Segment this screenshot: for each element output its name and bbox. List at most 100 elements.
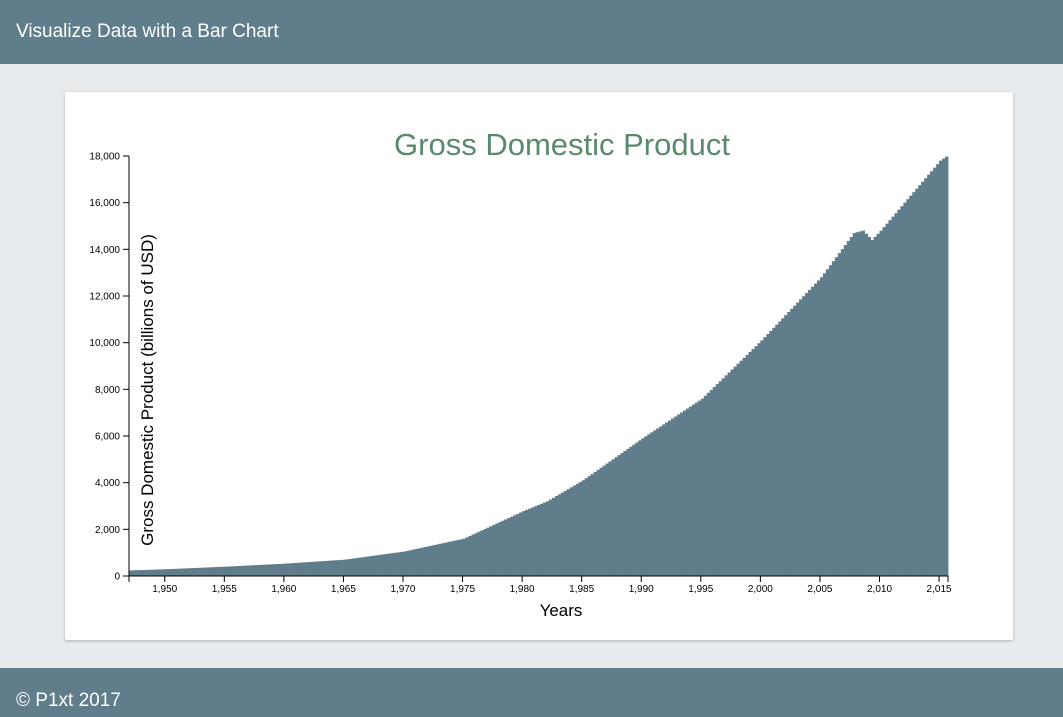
bar[interactable] [605,463,609,576]
bar[interactable] [665,422,669,576]
bar[interactable] [766,334,770,576]
bar[interactable] [748,352,752,576]
bar[interactable] [852,233,857,576]
bar[interactable] [218,566,222,576]
bar[interactable] [495,523,499,576]
bar[interactable] [674,416,678,576]
bar[interactable] [355,558,359,576]
bar[interactable] [465,537,469,576]
bar[interactable] [703,395,708,576]
bar[interactable] [939,160,943,577]
bar[interactable] [197,567,201,576]
bar[interactable] [909,195,913,577]
bar[interactable] [298,562,303,576]
bar[interactable] [352,558,356,576]
bar[interactable] [328,560,332,576]
bar[interactable] [251,565,255,576]
bar[interactable] [385,553,389,576]
bar[interactable] [811,286,815,576]
bar[interactable] [700,398,705,576]
bar[interactable] [486,527,490,576]
bar[interactable] [510,516,514,576]
bar[interactable] [388,553,392,576]
bar[interactable] [611,459,615,576]
bar[interactable] [834,257,839,576]
bar[interactable] [813,283,818,576]
bar[interactable] [784,315,788,576]
bar[interactable] [286,563,291,576]
bar[interactable] [420,547,425,576]
bar[interactable] [924,178,928,577]
bar[interactable] [140,570,145,576]
bar[interactable] [319,561,323,576]
bar[interactable] [203,567,207,576]
bar[interactable] [209,567,213,576]
bar[interactable] [825,269,830,576]
bar[interactable] [879,230,883,577]
bar[interactable] [221,566,225,576]
bar[interactable] [444,542,449,576]
bar[interactable] [376,555,380,576]
bar[interactable] [450,541,455,576]
bar[interactable] [566,489,571,576]
bar[interactable] [230,566,234,576]
bar[interactable] [754,346,758,576]
bar[interactable] [918,185,922,577]
bar[interactable] [239,565,243,576]
bar[interactable] [563,490,568,576]
bar[interactable] [882,227,886,577]
bar[interactable] [516,513,520,576]
bar[interactable] [340,559,344,576]
bar[interactable] [316,561,321,576]
bar[interactable] [671,418,675,577]
bar[interactable] [596,469,600,576]
bar[interactable] [614,457,618,576]
bar[interactable] [685,408,690,576]
bar[interactable] [307,562,312,576]
bar[interactable] [477,531,481,576]
bar[interactable] [778,321,782,576]
bar[interactable] [691,404,696,576]
bar[interactable] [343,559,347,576]
bar[interactable] [134,570,139,576]
bar[interactable] [402,551,407,577]
bar[interactable] [233,566,237,576]
bar[interactable] [921,181,925,577]
bar[interactable] [161,569,166,576]
bar[interactable] [188,568,192,576]
bar[interactable] [638,440,642,576]
bar[interactable] [391,553,395,576]
bar[interactable] [942,158,946,576]
bar[interactable] [676,414,681,576]
bar[interactable] [697,400,702,576]
bar[interactable] [325,560,329,576]
bar[interactable] [745,354,749,576]
bar[interactable] [805,293,809,576]
bar[interactable] [727,372,731,576]
bar[interactable] [224,566,228,576]
bar[interactable] [790,308,794,576]
bar[interactable] [289,563,294,576]
bar[interactable] [545,501,550,576]
bar[interactable] [840,249,845,576]
bar[interactable] [572,485,577,576]
bar[interactable] [897,209,901,577]
bar[interactable] [635,442,639,576]
bar[interactable] [539,503,544,576]
bar[interactable] [400,551,404,576]
bar[interactable] [414,548,419,576]
bar[interactable] [498,522,502,576]
bar[interactable] [668,420,672,576]
bar[interactable] [453,540,457,576]
bar[interactable] [268,564,273,576]
bar[interactable] [933,167,937,577]
bar[interactable] [200,567,204,576]
bar[interactable] [715,384,720,576]
bar[interactable] [263,564,267,576]
bar[interactable] [185,568,189,576]
bar[interactable] [718,381,723,576]
bar[interactable] [936,164,940,577]
bar[interactable] [158,569,163,576]
bar[interactable] [760,340,764,576]
bar[interactable] [310,561,315,576]
